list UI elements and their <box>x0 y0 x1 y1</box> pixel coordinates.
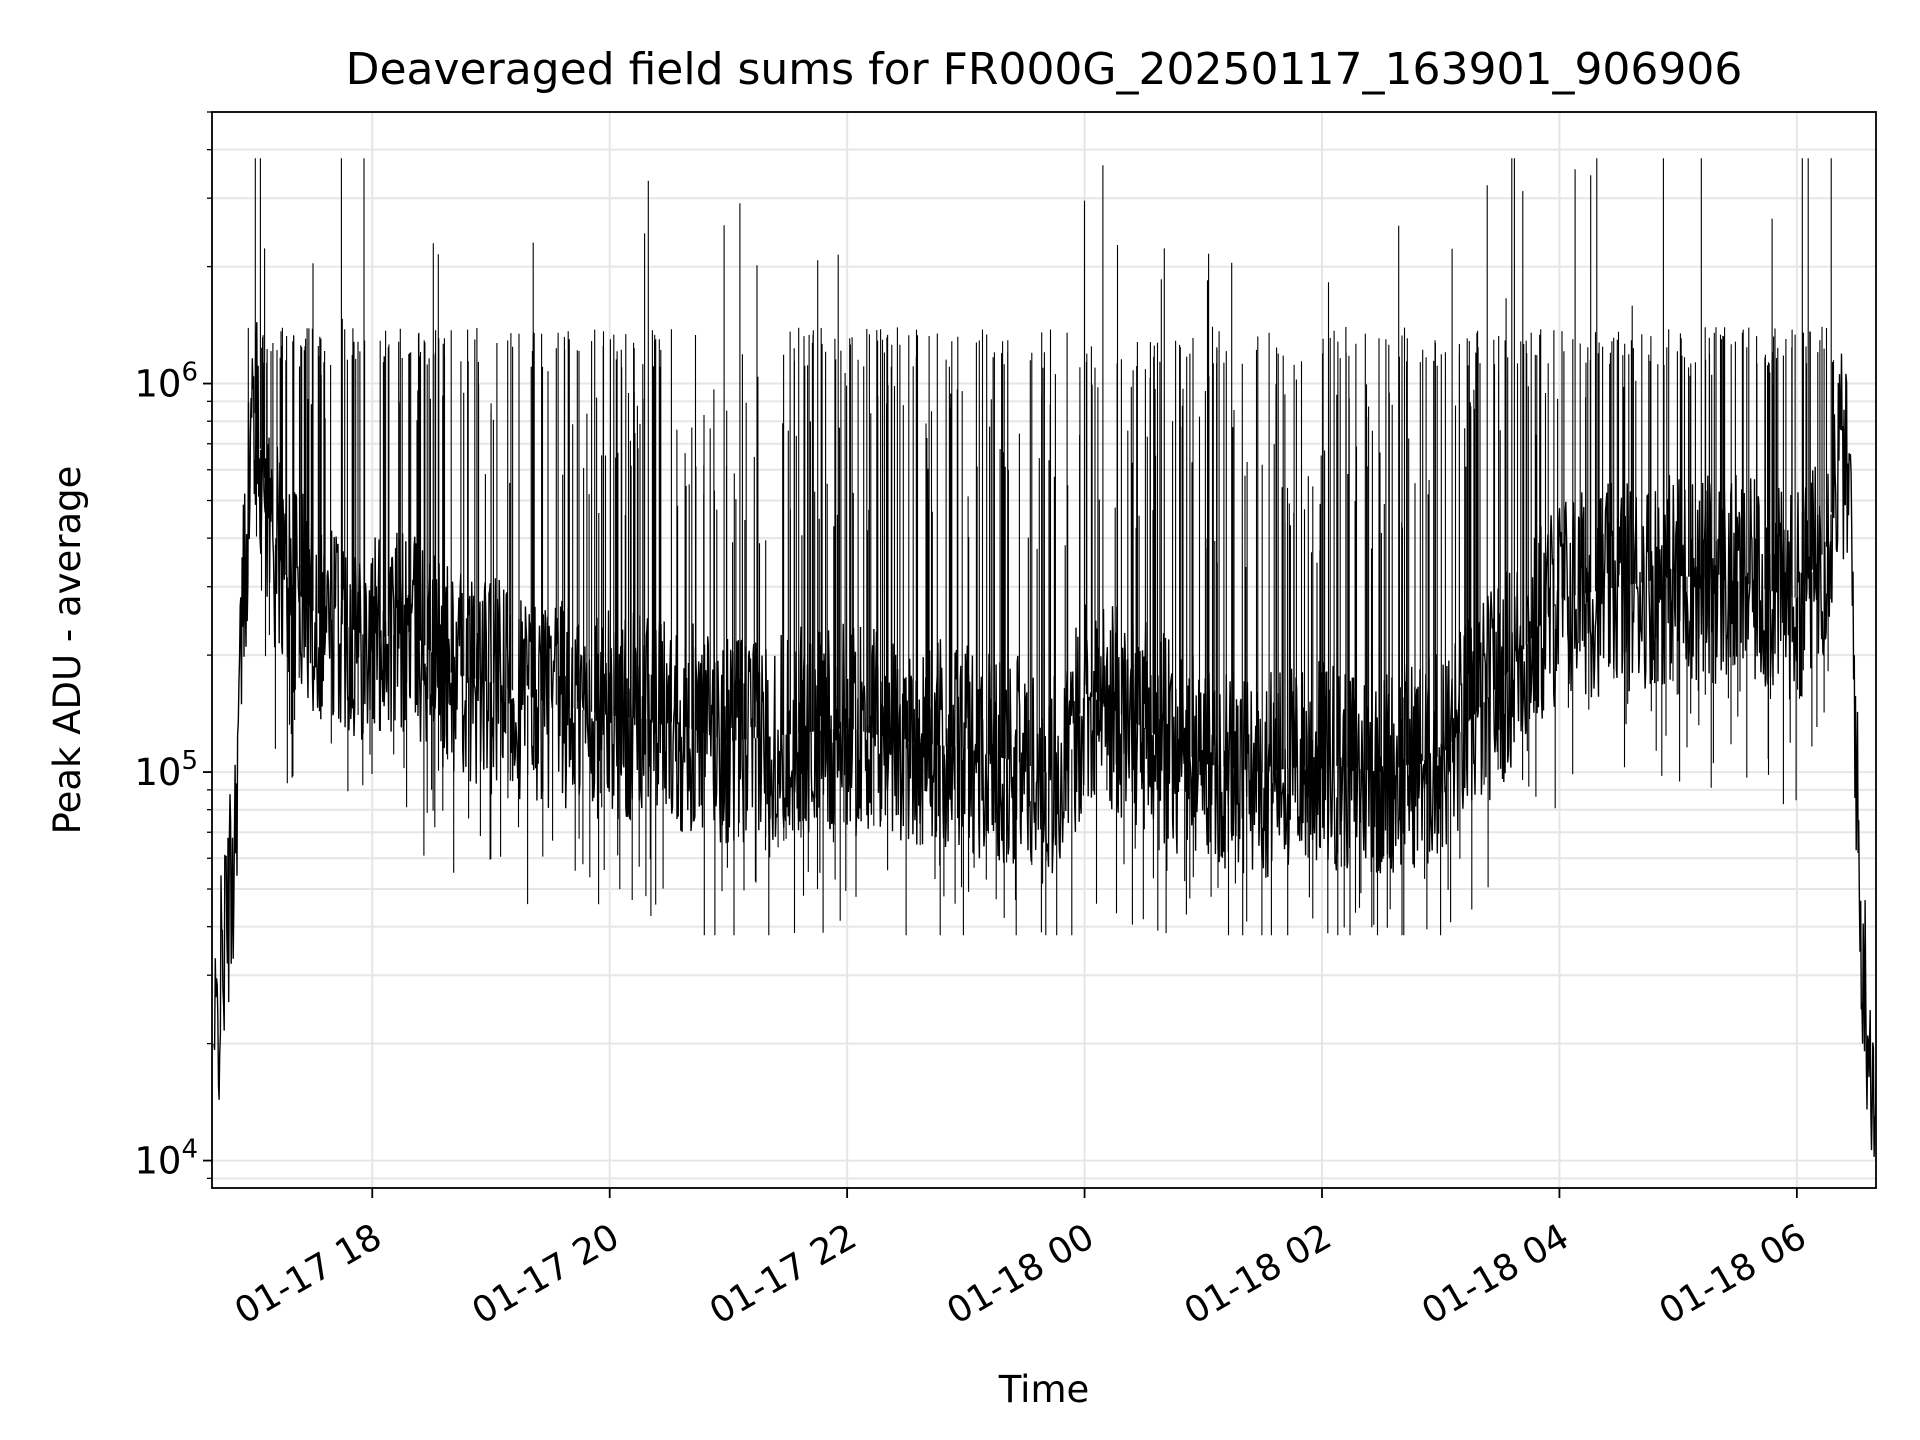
y-tick-label: 104 <box>134 1135 198 1183</box>
y-axis-label: Peak ADU - average <box>46 466 89 835</box>
x-axis-label: Time <box>998 1368 1090 1411</box>
chart-title: Deaveraged field sums for FR000G_2025011… <box>346 44 1743 95</box>
y-tick-label: 106 <box>134 358 198 406</box>
plot-frame <box>211 111 1877 1189</box>
series-line <box>213 322 1876 1157</box>
y-tick-label: 105 <box>134 746 198 794</box>
plot-lines <box>213 158 1876 1157</box>
